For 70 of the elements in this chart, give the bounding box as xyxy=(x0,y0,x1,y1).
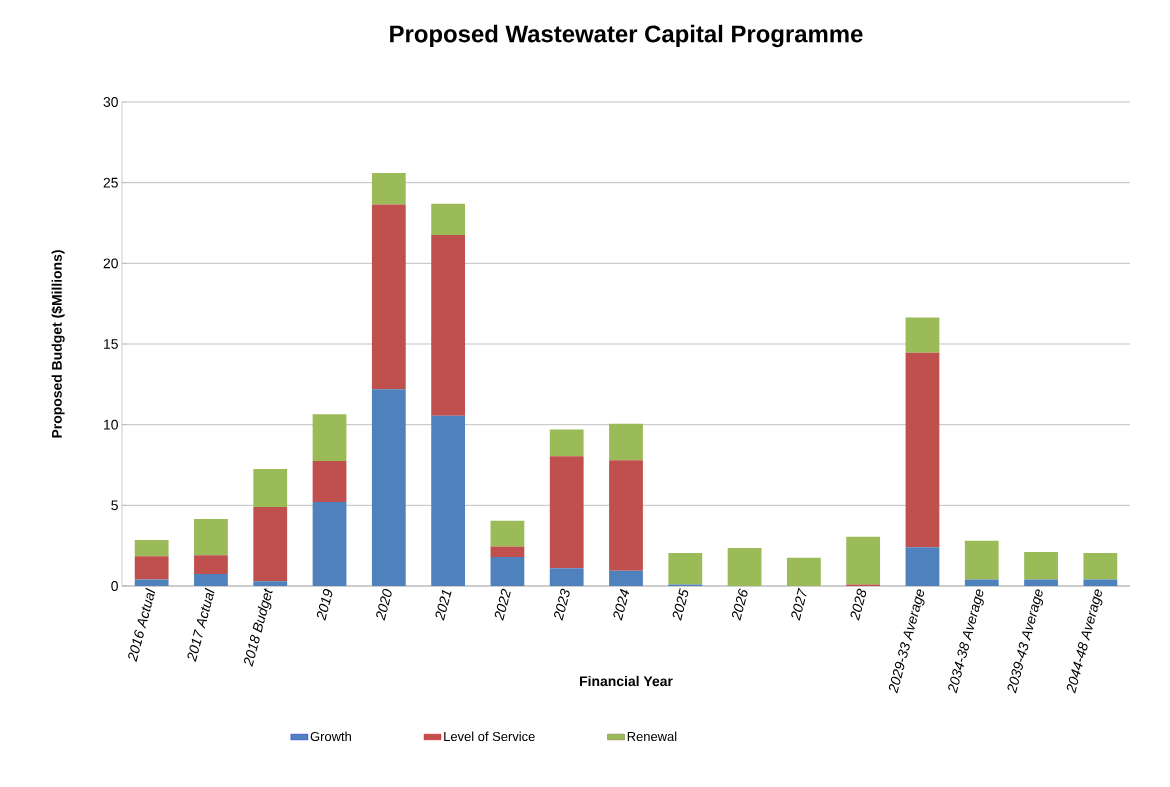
x-tick-label: 2018 Budget xyxy=(244,587,273,667)
bar xyxy=(609,570,643,586)
bar xyxy=(194,519,228,556)
x-tick-label: 2016 Actual xyxy=(128,587,156,662)
y-axis-title: Proposed Budget ($Millions) xyxy=(51,250,65,438)
bar xyxy=(431,415,466,586)
bar xyxy=(194,573,228,586)
x-tick-label: 2044-48 Average xyxy=(1066,589,1103,694)
bar xyxy=(490,546,525,557)
x-tick-label: 2025 xyxy=(672,588,689,621)
bar xyxy=(253,469,288,507)
y-tick-label: 20 xyxy=(103,258,118,269)
bar xyxy=(609,423,643,461)
bar xyxy=(668,552,703,585)
bar xyxy=(134,579,169,586)
bar xyxy=(964,579,999,586)
bar xyxy=(431,235,466,416)
x-tick-label: 2024 xyxy=(613,588,630,621)
bar xyxy=(1024,552,1058,580)
y-tick-label: 5 xyxy=(111,500,118,511)
x-tick-label: 2034-38 Average xyxy=(948,589,984,694)
bar xyxy=(846,536,881,585)
legend-label: Level of Service xyxy=(444,731,535,742)
y-tick-label: 0 xyxy=(111,581,118,591)
y-tick-label: 15 xyxy=(104,339,118,349)
bar xyxy=(253,506,288,582)
bar xyxy=(964,540,999,580)
x-tick-label: 2017 Actual xyxy=(187,587,215,662)
y-tick-label: 10 xyxy=(104,419,118,430)
x-tick-label: 2023 xyxy=(554,588,570,621)
bar xyxy=(134,540,169,557)
bar xyxy=(431,203,466,236)
bar xyxy=(1083,579,1118,586)
bar xyxy=(1083,552,1118,580)
legend-label: Growth xyxy=(310,731,351,742)
x-axis-title: Financial Year xyxy=(580,675,673,687)
bar xyxy=(371,204,406,390)
bar xyxy=(549,568,584,586)
x-tick-label: 2027 xyxy=(791,587,807,621)
bar xyxy=(905,352,940,548)
bar xyxy=(1024,579,1058,586)
bar xyxy=(905,547,940,586)
bar xyxy=(905,317,940,353)
bar xyxy=(134,556,169,580)
bar xyxy=(312,502,347,586)
bar xyxy=(312,414,347,461)
y-tick-label: 30 xyxy=(103,97,118,107)
x-tick-label: 2022 xyxy=(494,588,511,621)
legend-label: Renewal xyxy=(627,731,677,742)
x-tick-label: 2029-33 Average xyxy=(888,589,925,694)
bar xyxy=(253,581,288,586)
chart-title: Proposed Wastewater Capital Programme xyxy=(390,24,863,48)
bar xyxy=(549,429,584,457)
bar xyxy=(490,556,525,586)
x-tick-label: 2028 xyxy=(850,588,867,621)
bar xyxy=(371,172,406,205)
x-tick-label: 2039-43 Average xyxy=(1007,589,1044,694)
x-tick-label: 2019 xyxy=(316,589,333,621)
bar xyxy=(194,555,228,574)
bar xyxy=(727,548,762,586)
bar xyxy=(609,460,643,571)
bar xyxy=(786,557,821,586)
bar xyxy=(371,389,406,586)
y-tick-label: 25 xyxy=(103,177,118,188)
bar xyxy=(549,456,584,569)
x-tick-label: 2026 xyxy=(731,588,748,621)
x-tick-label: 2021 xyxy=(435,589,452,621)
bar xyxy=(312,460,347,503)
bar xyxy=(490,520,525,547)
x-tick-label: 2020 xyxy=(376,588,392,621)
